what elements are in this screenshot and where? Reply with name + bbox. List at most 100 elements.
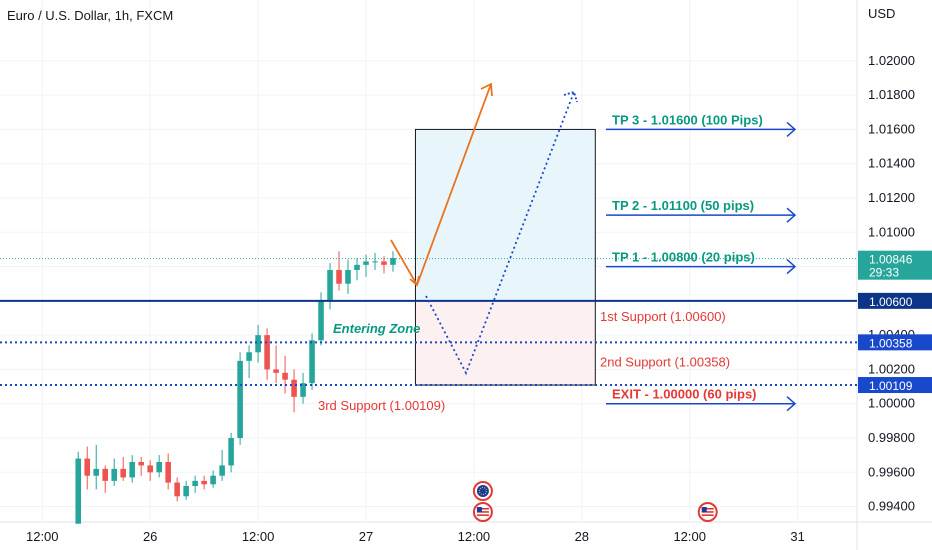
price-tick-label: 1.01200 <box>868 190 915 205</box>
candle-down <box>291 379 297 397</box>
time-tick-label: 12:00 <box>26 529 59 544</box>
candle-up <box>354 264 360 270</box>
currency-label: USD <box>868 6 895 21</box>
time-tick-label: 12:00 <box>242 529 275 544</box>
candle-up <box>183 486 189 497</box>
candle-down <box>336 270 342 284</box>
candle-up <box>237 360 243 438</box>
us-flag-stripe <box>476 511 489 513</box>
candle-down <box>264 335 270 370</box>
candle-up <box>228 438 234 466</box>
candle-down <box>174 482 180 497</box>
candle-up <box>309 340 315 384</box>
candle-down <box>165 462 171 483</box>
position-target-zone[interactable] <box>415 129 596 301</box>
candle-down <box>84 458 91 476</box>
support-badge-1 <box>858 292 932 309</box>
us-flag-stripe <box>701 511 714 513</box>
support-3-label: 3rd Support (1.00109) <box>318 398 445 413</box>
candle-down <box>282 372 288 380</box>
target-path-line <box>416 83 492 286</box>
candle-up <box>390 258 396 265</box>
candle-up <box>300 383 306 397</box>
us-flag-canton <box>476 507 482 512</box>
us-flag-stripe <box>476 508 489 510</box>
candles-layer <box>75 251 396 524</box>
us-flag-stripe <box>701 508 714 510</box>
us-flag-stripe <box>476 514 489 516</box>
us-flag-stripe <box>701 514 714 516</box>
candle-down <box>201 480 207 485</box>
candle-up <box>327 270 333 301</box>
candle-up <box>318 300 324 341</box>
support-badge-value-1: 1.00600 <box>869 295 913 309</box>
candle-down <box>138 462 144 466</box>
projection-head <box>563 90 578 103</box>
candle-down <box>147 465 153 473</box>
target-path-head <box>480 82 493 97</box>
projection-path <box>425 91 575 376</box>
eu-flag-stars <box>478 487 487 495</box>
target-label: EXIT - 1.00000 (60 pips) <box>612 387 757 402</box>
price-tick-label: 1.02000 <box>868 53 915 68</box>
support-badge-value-3: 1.00109 <box>869 379 913 393</box>
candle-up <box>219 465 225 476</box>
candle-up <box>93 468 100 476</box>
candle-up <box>156 462 162 473</box>
target-arrow-head <box>786 396 797 412</box>
support-badge-2 <box>858 334 932 351</box>
chart-title: Euro / U.S. Dollar, 1h, FXCM <box>7 8 173 23</box>
candle-up <box>111 468 117 481</box>
drawings-layer <box>390 82 578 376</box>
candle-up <box>75 458 82 524</box>
candle-down <box>273 369 279 373</box>
candle-up <box>210 475 216 485</box>
candle-down <box>102 468 109 481</box>
candle-up <box>345 270 351 284</box>
target-label: TP 1 - 1.00800 (20 pips) <box>612 250 755 265</box>
current-price-value: 1.00846 <box>869 253 913 267</box>
support-2-label: 2nd Support (1.00358) <box>600 354 730 369</box>
time-tick-label: 12:00 <box>458 529 491 544</box>
candle-up <box>246 352 252 361</box>
time-tick-label: 27 <box>359 529 373 544</box>
support-1-label: 1st Support (1.00600) <box>600 309 726 324</box>
labels-layer: TP 3 - 1.01600 (100 Pips) TP 2 - 1.01100 … <box>472 112 797 522</box>
time-tick-label: 12:00 <box>673 529 706 544</box>
entering-zone-label: Entering Zone <box>333 321 420 336</box>
target-label: TP 2 - 1.01100 (50 pips) <box>612 198 754 213</box>
target-arrow-head <box>786 121 797 137</box>
price-tick-label: 1.00200 <box>868 361 915 376</box>
candle-up <box>363 261 369 265</box>
price-tick-label: 1.01600 <box>868 121 915 136</box>
price-tick-label: 0.99400 <box>868 499 915 514</box>
price-tick-label: 0.99800 <box>868 430 915 445</box>
time-tick-label: 31 <box>790 529 804 544</box>
price-tick-label: 1.01000 <box>868 224 915 239</box>
price-tick-label: 1.01800 <box>868 87 915 102</box>
price-tick-label: 0.99600 <box>868 464 915 479</box>
price-tick-label: 1.01400 <box>868 156 915 171</box>
target-arrow-head <box>786 259 797 275</box>
current-price-badge <box>858 250 932 280</box>
time-tick-label: 26 <box>143 529 157 544</box>
countdown-value: 29:33 <box>869 266 899 280</box>
candle-up <box>255 335 261 353</box>
price-axis[interactable]: 1.02000 1.01800 1.01600 1.01400 1.01200 1.010… <box>858 53 932 514</box>
candle-up <box>192 480 198 486</box>
candle-up <box>372 261 378 263</box>
entry-arrow-line <box>390 239 418 286</box>
candle-down <box>381 261 387 265</box>
price-tick-label: 1.00000 <box>868 396 915 411</box>
target-arrow-head <box>786 207 797 223</box>
support-badge-value-2: 1.00358 <box>869 336 913 350</box>
support-badge-3 <box>858 377 932 394</box>
time-axis[interactable]: 12:00 26 12:00 27 12:00 28 12:00 31 <box>26 529 805 544</box>
candle-up <box>129 462 135 478</box>
us-flag-canton <box>701 507 707 512</box>
candle-down <box>120 468 126 478</box>
time-tick-label: 28 <box>575 529 589 544</box>
eu-flag-field <box>476 485 489 497</box>
